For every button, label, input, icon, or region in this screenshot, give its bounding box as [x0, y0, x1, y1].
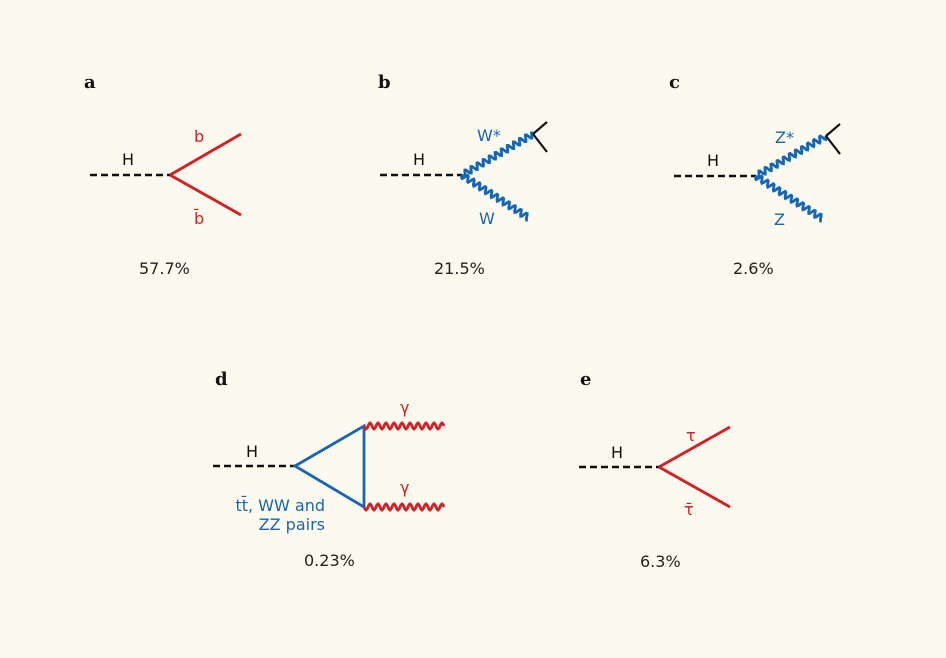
higgs-label-b: H	[413, 150, 425, 169]
z-star-decay-upper	[825, 123, 841, 137]
branching-ratio-b: 21.5%	[434, 259, 485, 278]
w-star-decay-lower	[532, 133, 548, 153]
photon-line-upper	[362, 421, 446, 431]
antitau-label: τ̄	[684, 500, 694, 519]
branching-ratio-a: 57.7%	[139, 259, 190, 278]
higgs-label-c: H	[707, 151, 719, 170]
antitau-line	[658, 465, 731, 509]
w-label: W	[479, 209, 495, 228]
z-boson-line	[754, 174, 823, 223]
panel-letter-a: a	[84, 72, 96, 93]
photon-line-lower	[362, 502, 446, 512]
b-quark-line	[169, 132, 242, 177]
higgs-label-a: H	[122, 150, 134, 169]
panel-d: d H γ γ tt̄, WW and ZZ pairs 0.23%	[213, 369, 446, 570]
w-star-decay-upper	[532, 121, 548, 135]
z-star-label: Z*	[775, 128, 794, 147]
higgs-label-e: H	[611, 443, 623, 462]
loop-particles-label-line2: ZZ pairs	[259, 515, 325, 534]
panel-c: c H Z* Z 2.6%	[669, 72, 841, 278]
panel-b: b H W* W 21.5%	[378, 72, 548, 278]
panel-a: a H b b̄ 57.7%	[84, 72, 242, 278]
panel-letter-e: e	[580, 369, 591, 390]
w-star-boson-line	[461, 131, 534, 178]
b-antiquark-line	[169, 173, 242, 217]
b-antiquark-label: b̄	[193, 209, 204, 228]
tau-line	[658, 425, 731, 469]
panel-letter-c: c	[669, 72, 680, 93]
loop-particles-label-line1: tt̄, WW and	[235, 496, 325, 515]
branching-ratio-c: 2.6%	[733, 259, 774, 278]
panel-letter-d: d	[215, 369, 228, 390]
panel-e: e H τ τ̄ 6.3%	[579, 369, 731, 571]
w-star-label: W*	[477, 126, 501, 145]
photon-label-upper: γ	[400, 398, 409, 417]
b-quark-label: b	[194, 127, 204, 146]
z-label: Z	[774, 210, 785, 229]
z-star-decay-lower	[825, 135, 841, 155]
panel-letter-b: b	[378, 72, 391, 93]
photon-label-lower: γ	[400, 478, 409, 497]
branching-ratio-d: 0.23%	[304, 551, 355, 570]
z-star-boson-line	[755, 134, 828, 179]
branching-ratio-e: 6.3%	[640, 552, 681, 571]
loop-triangle	[292, 423, 366, 510]
higgs-label-d: H	[246, 442, 258, 461]
w-boson-line	[460, 173, 529, 222]
tau-label: τ	[686, 426, 696, 445]
